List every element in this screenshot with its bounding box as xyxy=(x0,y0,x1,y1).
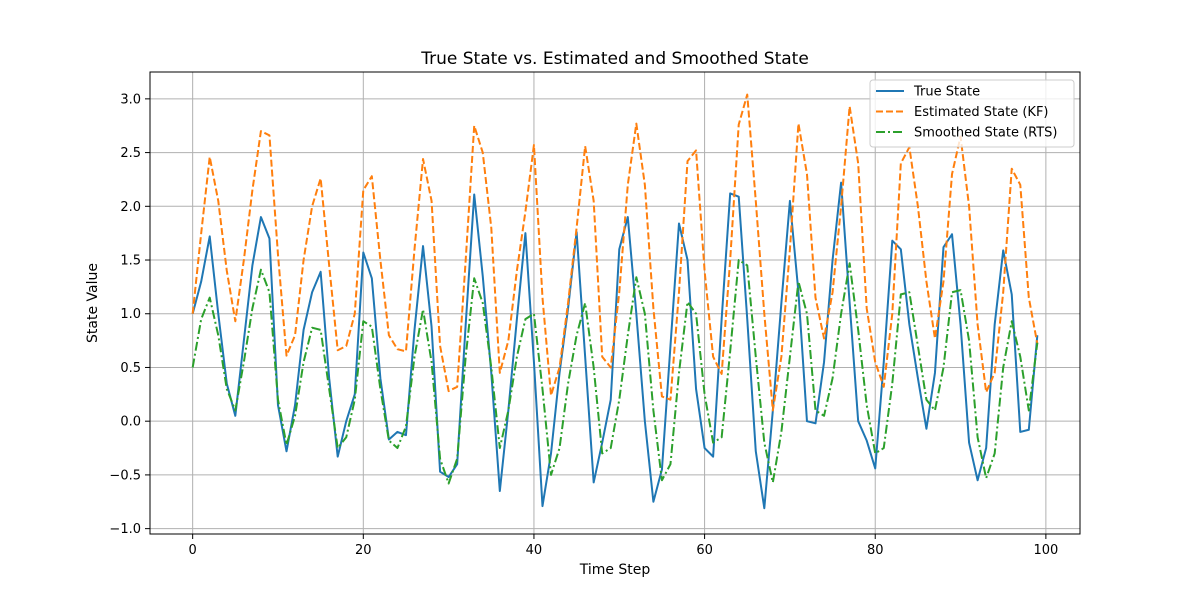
chart-title: True State vs. Estimated and Smoothed St… xyxy=(420,49,809,69)
y-tick-label: −0.5 xyxy=(109,468,141,483)
y-tick-label: 2.5 xyxy=(120,146,141,161)
x-axis-title: Time Step xyxy=(579,562,651,578)
plot-frame xyxy=(149,71,1081,535)
legend-label-1: True State xyxy=(913,85,980,100)
x-tick-label: 20 xyxy=(355,543,372,558)
legend-label-3: Smoothed State (RTS) xyxy=(914,126,1058,141)
x-tick-label: 60 xyxy=(696,543,713,558)
y-tick-label: 0.0 xyxy=(120,415,141,430)
y-tick-label: 0.5 xyxy=(120,361,141,376)
y-tick-label: 2.0 xyxy=(120,200,141,215)
y-tick-label: 1.5 xyxy=(120,254,141,269)
x-tick-label: 40 xyxy=(526,543,543,558)
series-lines xyxy=(191,93,1039,510)
series-line-3 xyxy=(191,259,1039,485)
legend: True State Estimated State (KF) Smoothed S… xyxy=(869,79,1075,148)
axis-ticks: 0 20 40 60 80 100 −1.0 −0.5 0.0 0.5 1.0 1.5 2.0 2.5 3.… xyxy=(109,92,1058,558)
y-tick-label: −1.0 xyxy=(109,522,141,537)
x-tick-label: 100 xyxy=(1033,543,1058,558)
y-tick-label: 3.0 xyxy=(120,92,141,107)
legend-label-2: Estimated State (KF) xyxy=(914,105,1049,120)
x-tick-label: 0 xyxy=(189,543,197,558)
series-line-2 xyxy=(191,93,1039,412)
legend-box xyxy=(869,79,1075,148)
y-axis-title: State Value xyxy=(85,263,101,343)
y-tick-label: 1.0 xyxy=(120,307,141,322)
x-tick-label: 80 xyxy=(867,543,884,558)
